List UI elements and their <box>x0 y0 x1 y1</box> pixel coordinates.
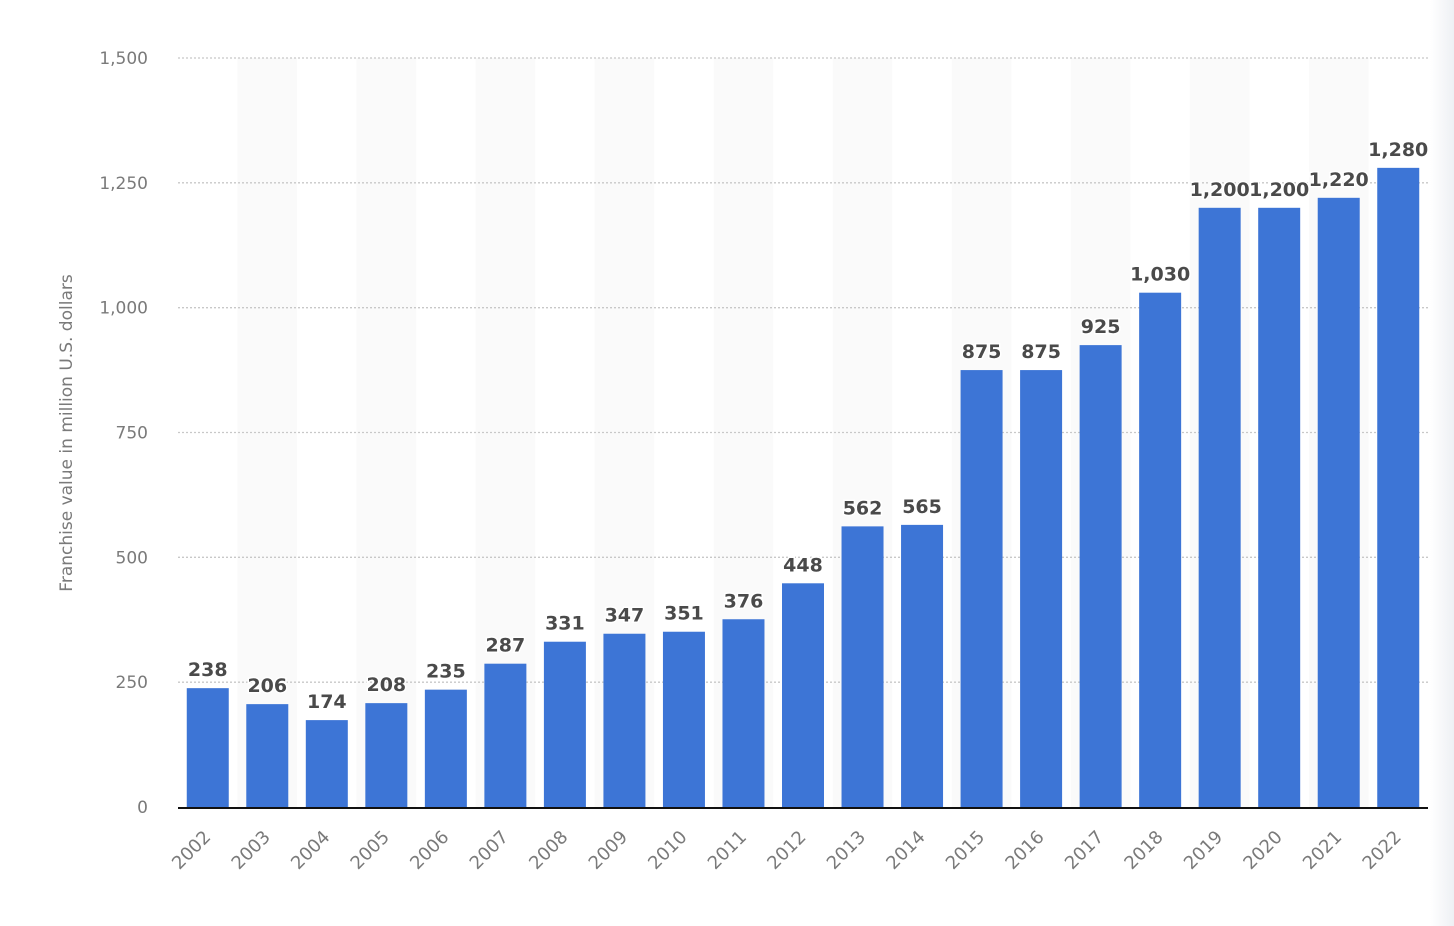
data-label: 925 <box>1081 316 1121 338</box>
x-tick-label: 2018 <box>1120 827 1167 874</box>
y-tick-labels: 0 250 500 750 1,000 1,250 1,500 <box>99 49 148 818</box>
data-label: 1,200 <box>1249 179 1309 201</box>
bar-2004 <box>305 720 348 807</box>
y-tick-label: 1,500 <box>99 49 148 69</box>
x-tick-label: 2013 <box>823 827 870 874</box>
x-tick-label: 2011 <box>704 827 751 874</box>
x-tick-label: 2017 <box>1061 827 1108 874</box>
x-tick-label: 2010 <box>644 827 691 874</box>
bar-2022 <box>1377 167 1420 807</box>
bars <box>186 167 1420 808</box>
x-tick-label: 2014 <box>882 827 929 874</box>
bar-2018 <box>1139 292 1182 808</box>
data-label: 351 <box>664 603 704 625</box>
y-axis-label: Franchise value in million U.S. dollars <box>57 274 77 592</box>
data-label: 206 <box>247 675 287 697</box>
data-label: 174 <box>307 691 347 713</box>
x-tick-label: 2020 <box>1239 827 1286 874</box>
x-tick-labels: 2002 2003 2004 2005 2006 2007 2008 2009 2010 2011… <box>168 827 1406 874</box>
x-tick-label: 2015 <box>942 827 989 874</box>
bar-2005 <box>365 703 408 807</box>
bar-2007 <box>484 663 527 807</box>
x-tick-label: 2002 <box>168 827 215 874</box>
data-label: 565 <box>902 496 942 518</box>
y-tick-label: 750 <box>116 424 148 444</box>
x-tick-label: 2008 <box>525 827 572 874</box>
y-tick-label: 1,000 <box>99 299 148 319</box>
data-labels: 238 206 174 208 235 287 331 347 351 376 448 562 565 8… <box>186 137 1429 714</box>
x-tick-label: 2003 <box>228 827 275 874</box>
x-tick-label: 2004 <box>287 827 334 874</box>
bar-2014 <box>901 524 944 807</box>
data-label: 562 <box>843 497 883 519</box>
y-tick-label: 1,250 <box>99 174 148 194</box>
bar-2008 <box>543 641 586 807</box>
bar-2015 <box>960 370 1003 807</box>
bar-2020 <box>1258 207 1301 808</box>
x-tick-label: 2006 <box>406 827 453 874</box>
data-label: 347 <box>605 605 645 627</box>
x-tick-label: 2022 <box>1359 827 1406 874</box>
y-tick-label: 250 <box>116 673 148 693</box>
y-tick-label: 500 <box>116 548 148 568</box>
data-label: 1,280 <box>1368 139 1428 161</box>
bar-2021 <box>1317 197 1360 807</box>
data-label: 208 <box>366 674 406 696</box>
x-tick-label: 2012 <box>763 827 810 874</box>
bar-2013 <box>841 526 884 807</box>
bar-2006 <box>424 689 467 807</box>
right-edge-shadow <box>1430 0 1454 926</box>
x-tick-label: 2016 <box>1001 827 1048 874</box>
data-label: 448 <box>783 554 823 576</box>
data-label: 1,030 <box>1130 264 1190 286</box>
x-tick-label: 2007 <box>466 827 513 874</box>
data-label: 376 <box>724 590 764 612</box>
x-tick-label: 2009 <box>585 827 632 874</box>
y-tick-label: 0 <box>137 798 148 818</box>
bar-2017 <box>1079 345 1122 807</box>
data-label: 235 <box>426 661 466 683</box>
bar-2012 <box>782 583 824 807</box>
bar-2002 <box>186 688 229 807</box>
bar-2003 <box>246 704 289 807</box>
data-label: 331 <box>545 613 585 635</box>
data-label: 875 <box>1021 341 1061 363</box>
bar-2019 <box>1198 207 1241 808</box>
data-label: 875 <box>962 341 1002 363</box>
data-label: 1,220 <box>1309 169 1369 191</box>
data-label: 238 <box>188 659 228 681</box>
data-label: 287 <box>486 635 526 657</box>
bar-2009 <box>603 633 646 807</box>
bar-2010 <box>662 631 705 807</box>
data-label: 1,200 <box>1190 179 1250 201</box>
bar-2011 <box>722 619 765 807</box>
x-tick-label: 2021 <box>1299 827 1346 874</box>
x-tick-label: 2019 <box>1180 827 1227 874</box>
bar-2016 <box>1020 370 1063 807</box>
x-tick-label: 2005 <box>347 827 394 874</box>
